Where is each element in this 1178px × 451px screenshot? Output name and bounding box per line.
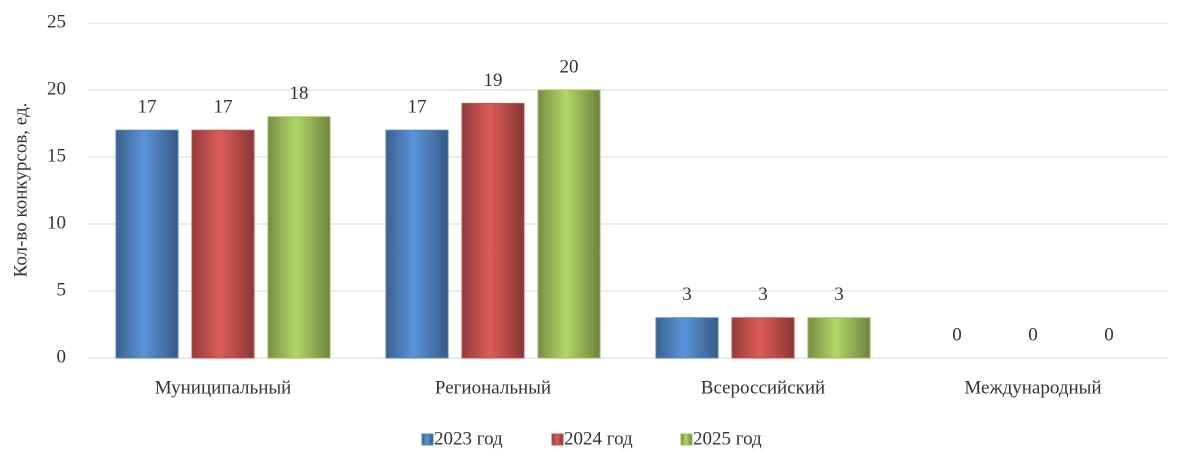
legend-label: 2024 год bbox=[564, 428, 633, 449]
y-tick-label: 25 bbox=[47, 11, 66, 32]
bar bbox=[537, 89, 601, 359]
x-tick-label: Всероссийский bbox=[701, 377, 825, 398]
legend-swatch bbox=[680, 433, 693, 446]
x-tick-label: Международный bbox=[964, 377, 1101, 398]
data-label: 17 bbox=[138, 97, 157, 118]
data-label: 17 bbox=[408, 97, 427, 118]
x-tick-label: Муниципальный bbox=[155, 377, 292, 398]
data-label: 0 bbox=[1028, 324, 1038, 345]
bar bbox=[807, 317, 871, 359]
bar bbox=[191, 129, 255, 359]
legend-label: 2023 год bbox=[434, 428, 503, 449]
data-label: 20 bbox=[560, 56, 579, 77]
x-tick-label: Региональный bbox=[435, 377, 551, 398]
bar bbox=[461, 102, 525, 359]
data-label: 3 bbox=[682, 284, 692, 305]
data-label: 19 bbox=[484, 70, 503, 91]
data-label: 3 bbox=[834, 284, 844, 305]
data-label: 0 bbox=[1104, 324, 1114, 345]
bar bbox=[655, 317, 719, 359]
y-tick-label: 0 bbox=[57, 346, 67, 367]
legend-label: 2025 год bbox=[693, 428, 762, 449]
legend-swatch bbox=[421, 433, 434, 446]
data-label: 17 bbox=[214, 97, 233, 118]
bar bbox=[731, 317, 795, 359]
bar bbox=[267, 116, 331, 359]
data-label: 18 bbox=[290, 83, 309, 104]
y-tick-label: 15 bbox=[47, 145, 66, 166]
y-axis-label: Кол-во конкурсов, ед. bbox=[10, 103, 31, 278]
y-tick-label: 20 bbox=[47, 78, 66, 99]
data-label: 3 bbox=[758, 284, 768, 305]
y-tick-label: 10 bbox=[47, 212, 66, 233]
bar bbox=[115, 129, 179, 359]
data-label: 0 bbox=[952, 324, 962, 345]
bar bbox=[385, 129, 449, 359]
y-tick-label: 5 bbox=[57, 279, 67, 300]
legend-swatch bbox=[551, 433, 564, 446]
